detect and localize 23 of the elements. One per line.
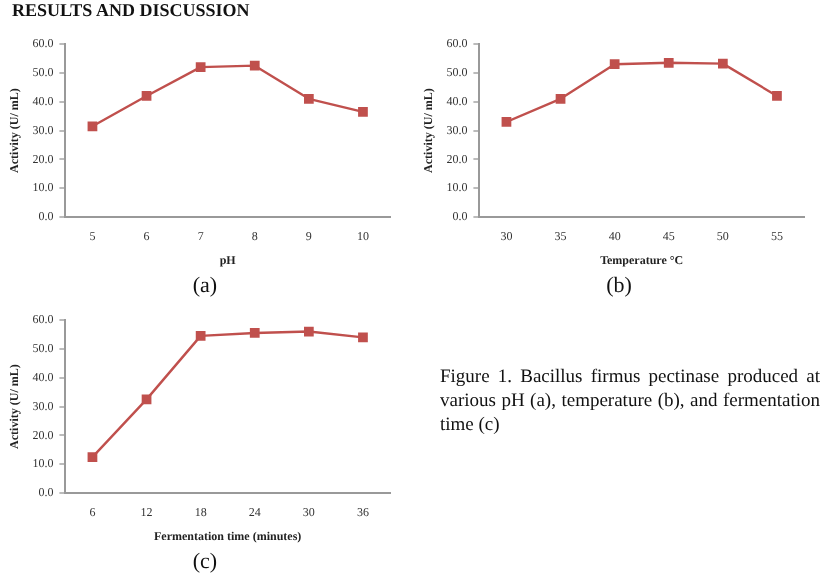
point: [772, 91, 782, 101]
text: (b): [604, 274, 634, 298]
point: [303, 326, 314, 337]
point: [141, 91, 152, 101]
point: [501, 117, 512, 127]
point: [195, 62, 206, 72]
caption: Figure 1. Bacillus firmus pectinase produced at various pH (a), temperature (b), and fermentation time (c): [440, 366, 820, 438]
point: [663, 57, 674, 68]
text: (a): [190, 274, 220, 298]
point: [195, 331, 206, 341]
point: [717, 58, 728, 69]
point: [303, 93, 314, 104]
point: [87, 121, 98, 132]
point: [555, 93, 566, 104]
point: [87, 452, 98, 462]
point: [141, 394, 152, 405]
point: [358, 106, 368, 117]
text: (c): [190, 550, 220, 574]
point: [358, 332, 368, 343]
text: RESULTS AND DISCUSSION: [12, 0, 252, 20]
point: [609, 59, 620, 70]
point: [249, 328, 260, 338]
point: [249, 60, 260, 71]
